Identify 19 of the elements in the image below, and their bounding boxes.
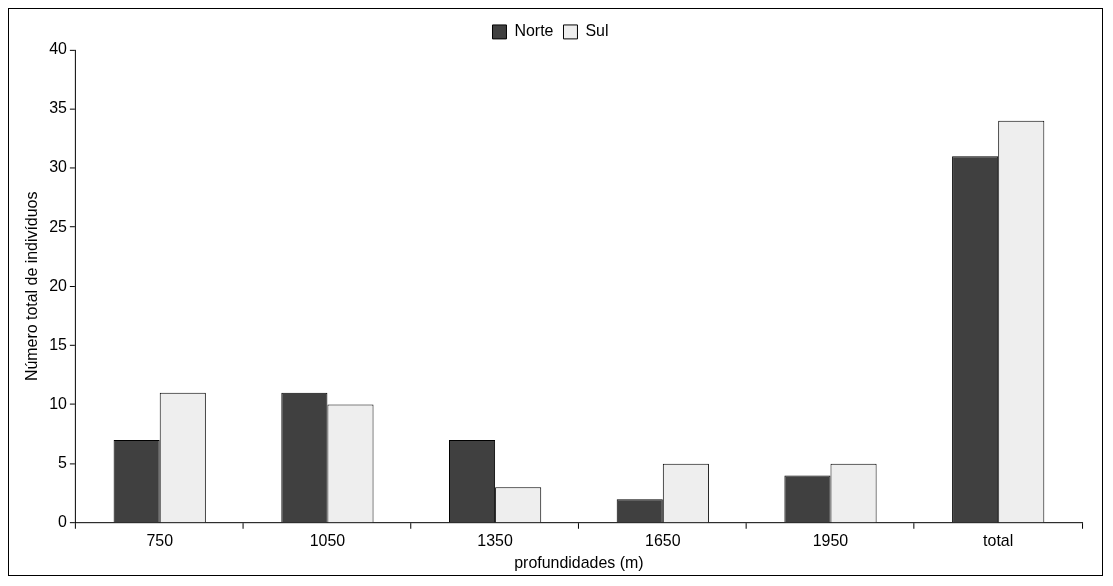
x-tick-label: 1350 (477, 531, 513, 549)
y-axis-title: Número total de indivíduos (22, 191, 40, 382)
x-tick-label: 750 (146, 531, 174, 549)
x-tick-label: 1650 (645, 531, 681, 549)
y-tick-label: 15 (49, 335, 68, 353)
x-tick-label: 1950 (812, 531, 849, 549)
x-tick-label: 1050 (309, 531, 346, 549)
y-tick-label: 40 (49, 40, 68, 58)
y-tick-label: 10 (49, 394, 68, 412)
y-tick-label: 25 (49, 217, 68, 235)
legend-label: Norte (514, 22, 554, 40)
y-tick-label: 35 (49, 99, 68, 117)
y-tick-label: 5 (58, 454, 68, 472)
y-tick-label: 20 (49, 276, 68, 294)
x-axis-title: profundidades (m) (514, 553, 644, 571)
y-tick-label: 30 (49, 158, 68, 176)
legend-label: Sul (585, 22, 609, 40)
y-tick-label: 0 (58, 513, 68, 531)
x-tick-label: total (983, 531, 1014, 549)
